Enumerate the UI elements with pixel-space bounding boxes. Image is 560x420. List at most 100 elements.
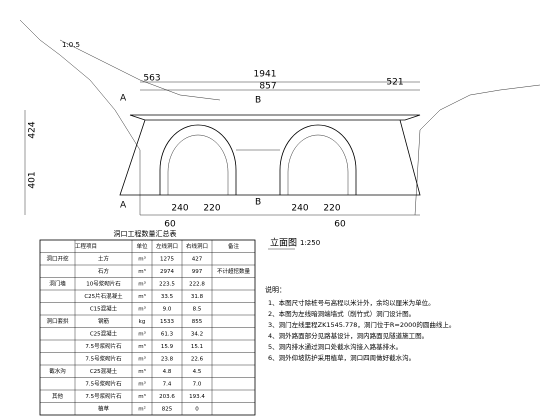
notes: 1、本图尺寸除桩号与高程以米计外，余均以厘米为单位。 2、本图为左线暗洞端墙式（削… (268, 298, 455, 362)
right-arch-inner (287, 134, 349, 195)
dim-bottom: 240 (291, 204, 308, 214)
dim-bottom: 220 (323, 204, 340, 214)
table-cell: 427 (192, 256, 203, 262)
table-cell: 34.2 (191, 331, 203, 337)
table-cell: m³ (138, 268, 146, 275)
note-item: 3、洞门左线里程ZK1545.778，洞门位于R=2000的圆曲线上。 (268, 320, 455, 329)
table-header: 备注 (228, 242, 240, 250)
slope-label: 1:0.5 (62, 41, 80, 49)
table-cell: 31.8 (191, 294, 204, 300)
table-cell: 截水沟 (49, 367, 66, 375)
table-title: 洞口工程数量汇总表 (114, 229, 177, 238)
note-item: 4、洞外路面部分见路基设计，洞内路面见隧道施工图。 (268, 331, 428, 340)
dim-offset: 60 (164, 220, 176, 230)
wall-outline (119, 119, 421, 196)
table-cell: m³ (138, 368, 146, 375)
table-cell: m³ (138, 355, 146, 362)
table-cell: 0 (195, 406, 199, 412)
section-mark: A (120, 201, 127, 211)
dim-height: 401 (28, 171, 38, 188)
table-cell: m³ (138, 330, 146, 337)
table-cell: 石方 (98, 267, 110, 275)
table-header: 单位 (136, 242, 148, 250)
table-cell: C15混凝土 (90, 304, 118, 312)
portal (119, 114, 421, 196)
slope-line (59, 39, 221, 101)
table-cell: 855 (192, 319, 203, 325)
table-cell: 不计超挖数量 (217, 267, 251, 275)
right-arch (279, 124, 357, 195)
drawing-title: 立面图 (270, 237, 297, 249)
table-cell: 洞门墙 (49, 279, 66, 287)
table-cell: m³ (138, 305, 146, 312)
table-cell: 土方 (98, 254, 110, 262)
table-cell: 997 (192, 269, 203, 275)
table-cell: m³ (138, 255, 146, 262)
table-cell: 825 (162, 406, 173, 412)
table-cell: 23.8 (161, 356, 174, 362)
table-cell: 7.5号浆砌片石 (85, 342, 122, 350)
table-cell: 7.4 (163, 381, 172, 387)
table-header: 工程项目 (75, 242, 97, 250)
dim-right: 521 (386, 78, 403, 88)
note-item: 6、洞外仰坡防护采用植草，洞口四周做好截水沟。 (268, 353, 415, 362)
dimensions: 1941 857 563 521 424 401 240 220 240 220… (24, 41, 420, 230)
table-cell: 洞口开挖 (46, 254, 69, 262)
table-cell: 其他 (52, 392, 64, 400)
left-arch (159, 124, 237, 195)
table-cell: 10号浆砌片石 (86, 279, 121, 287)
table-cell: 22.6 (191, 356, 204, 362)
table-cell: C25混凝土 (90, 367, 118, 375)
dim-bottom: 220 (203, 204, 220, 214)
table-cell: 193.4 (189, 394, 205, 400)
table-cell: C25混凝土 (90, 329, 118, 337)
table-cell: 洞口套拱 (46, 317, 69, 325)
dim-bottom: 240 (171, 204, 188, 214)
table-cell: C25片石混凝土 (84, 292, 123, 300)
table-cell: 1275 (160, 256, 174, 262)
table-cell: 1533 (160, 319, 174, 325)
dim-offset: 60 (334, 220, 346, 230)
table-cell: m³ (138, 393, 146, 400)
table-cell: 7.0 (193, 381, 202, 387)
table-cell: 7.5号浆砌片石 (85, 392, 122, 400)
section-mark: B (255, 198, 261, 208)
table-cell: 203.6 (159, 394, 175, 400)
section-mark: B (255, 96, 261, 106)
notes-heading: 说明： (265, 285, 286, 294)
table-cell: 7.5号浆砌片石 (85, 354, 122, 362)
table-cell: 15.9 (161, 344, 174, 350)
table-cell: 222.8 (189, 281, 205, 287)
note-item: 2、本图为左线暗洞端墙式（削竹式）洞门设计图。 (268, 309, 415, 318)
table-cell: 钢筋 (98, 317, 110, 325)
table-cell: m³ (138, 380, 146, 387)
table-cell: m³ (138, 280, 146, 287)
table-cell: m³ (138, 343, 146, 350)
table-cell: 61.3 (161, 331, 174, 337)
note-item: 5、洞内排水通过洞口处截水沟接入路基排水。 (268, 342, 402, 351)
dim-total: 1941 (254, 70, 277, 80)
dim-height: 424 (28, 121, 38, 138)
table-cell: 9.0 (163, 306, 172, 312)
left-arch-inner (167, 134, 229, 195)
table-cell: 15.1 (191, 344, 203, 350)
ground-right (414, 84, 541, 216)
table-header: 右线洞口 (186, 242, 208, 250)
table-cell: 223.5 (159, 281, 175, 287)
drawing-scale: 1:250 (300, 239, 320, 247)
top-beam (129, 114, 421, 121)
dim-middle: 857 (259, 82, 276, 92)
note-item: 1、本图尺寸除桩号与高程以米计外，余均以厘米为单位。 (268, 298, 435, 307)
table-cell: kg (139, 319, 146, 325)
dim-left: 563 (143, 74, 160, 84)
table-cell: 7.5号浆砌片石 (85, 379, 122, 387)
table-header: 左线洞口 (156, 242, 178, 250)
table-cell: 2974 (160, 269, 174, 275)
table-cell: 4.8 (163, 369, 172, 375)
table-cell: 33.5 (161, 294, 174, 300)
section-mark: A (120, 94, 127, 104)
table-cell: 植草 (98, 404, 110, 412)
